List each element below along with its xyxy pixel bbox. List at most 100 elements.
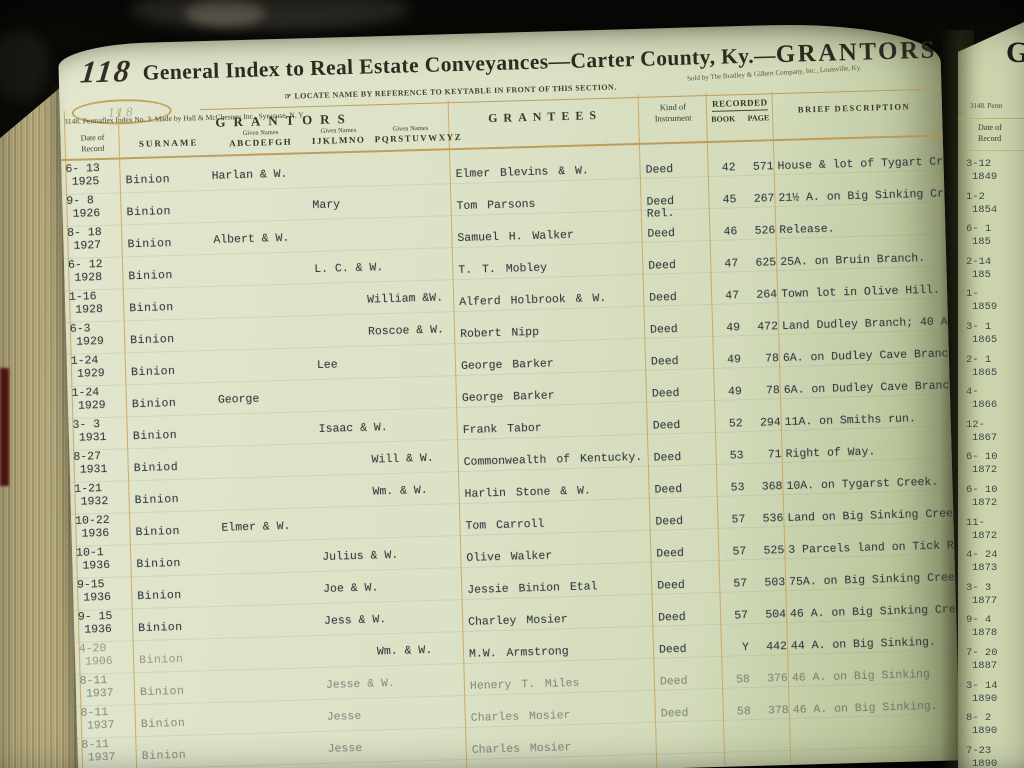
cell-book: 58 [736,705,751,719]
cell-grantee: George Barker [461,389,555,405]
column-header-surname: SURNAME [138,137,199,149]
cell-date-year: 1872 [972,496,998,509]
cell-date-monthday: 4- [966,386,979,399]
next-page-date: 1-2 1854 [958,191,1024,224]
cell-description [793,731,959,736]
given-names-range: PQRSTUVWXYZ [374,131,463,145]
cell-page: 78 [765,384,781,398]
cell-grantee: Charley Mosier [468,613,568,629]
cell-date-year: 1931 [78,430,107,445]
cell-date-monthday: 12- [966,418,985,431]
cell-given-pqrstuvwxyz: Roscoe & W. [367,323,445,339]
cell-page: 378 [767,703,789,718]
cell-date-year: 1937 [85,686,114,701]
cell-date-monthday: 1-16 [68,290,97,304]
cell-date-monthday: 8-11 [80,705,109,720]
column-header-given-abcdefgh: Given Names ABCDEFGH [216,128,304,148]
cell-date-monthday: 6-3 [69,322,91,336]
cell-date-year: 1928 [74,270,103,285]
cell-date-year: 1937 [86,718,115,733]
cell-book: 57 [734,609,749,623]
cell-given-ijklmno: Lee [316,358,338,373]
cell-book: 42 [721,161,736,175]
cell-grantee: Samuel H. Walker [457,228,575,246]
pointing-hand-icon: ☞ [284,91,293,101]
cell-book: 47 [724,257,739,271]
cell-grantee: Olive Walker [466,549,553,565]
cell-date-year: 1932 [80,494,109,509]
column-header-date: Date of Record [66,131,119,154]
cell-page [755,736,789,737]
cell-date-year: 1936 [83,590,112,605]
cell-date-monthday: 8-11 [81,737,110,752]
cell-book [722,737,752,738]
next-page-partial-letter: G [1006,36,1024,69]
column-header-kind: Kind of Instrument [640,101,707,125]
cell-given-ijklmno: L. C. & W. [314,261,384,277]
ledger-left-page: 118 General Index to Real Estate Conveya… [57,20,961,768]
cell-page: 368 [761,480,783,494]
cell-date-year: 185 [972,268,991,281]
cell-grantee: Alferd Holbrook & W. [459,291,607,310]
cell-kind: Deed [649,290,677,305]
cell-date-monthday: 3-12 [966,158,992,170]
cell-grantee: Frank Tabor [462,421,542,437]
cell-date-year: 1890 [972,757,998,768]
cell-kind: Deed [653,450,682,465]
cell-book: 57 [731,513,746,527]
cell-given-abcdefgh: Harlan & W. [211,167,288,183]
cell-kind: Deed [652,418,681,433]
cell-book: Y [741,641,750,655]
cell-date-monthday: 3- 3 [966,581,992,594]
kind-header-line1: Kind of [659,101,687,113]
cell-kind: Deed [660,706,689,721]
cell-date-year: 1872 [972,464,998,477]
cell-date-year: 1926 [72,207,101,221]
column-header-brief-description: BRIEF DESCRIPTION [797,101,911,115]
cell-given-ijklmno: Mary [312,198,341,213]
cell-date-monthday: 9- 8 [66,194,95,208]
cell-date-year: 1929 [76,366,105,381]
cell-date-monthday: 7- 20 [966,646,998,659]
cell-given-ijklmno: Jesse [326,709,362,724]
cell-given-abcdefgh: Albert & W. [213,231,290,247]
next-page-date: 6- 1 185 [958,223,1024,256]
cell-given-ijklmno: Jesse & W. [325,676,396,692]
cell-date-year: 1873 [972,562,998,575]
cell-date-monthday: 8-27 [73,450,102,464]
cell-kind: Deed [658,642,687,657]
cell-kind: Deed [650,354,679,369]
next-page-date: 3-12 1849 [958,158,1024,191]
cell-book: 49 [726,353,742,367]
next-page-date: 11- 1872 [958,517,1024,550]
cell-book: 52 [728,417,743,431]
cell-date-monthday: 10-1 [75,546,104,560]
cell-given-ijklmno: Joe & W. [323,581,379,596]
cell-kind: Deed [657,610,686,625]
cell-grantee: Tom Carroll [465,517,545,533]
cell-date-monthday: 4-20 [78,642,107,656]
cell-kind: Deed [654,482,683,497]
cell-date-year: 1890 [972,725,998,738]
given-names-range: ABCDEFGH [229,136,293,149]
kind-header-line2: Instrument [654,112,692,124]
cell-date-monthday: 8- 2 [966,712,992,725]
cell-surname: Binion [138,652,184,668]
grantees-group-header: GRANTEES [487,107,603,126]
cell-grantee: Tom Parsons [456,197,536,214]
cell-date-monthday: 6- 12 [67,257,103,272]
next-page-date: 7-23 1890 [958,745,1024,768]
date-header-line1: Date of [80,132,105,143]
cell-date-year: 1906 [84,654,113,669]
next-page-date: 8- 2 1890 [958,712,1024,745]
cell-page: 264 [756,288,778,302]
date-header-line2: Record [978,134,1002,143]
cell-date-year: 1878 [972,627,998,640]
cell-surname: Binion [135,524,181,540]
cell-date-year: 1936 [81,526,110,541]
cell-date-monthday: 1-21 [74,482,103,496]
cell-surname: Binion [126,205,172,220]
cell-given-pqrstuvwxyz: Will & W. [371,451,434,467]
cell-book: 49 [726,321,741,335]
cell-date-monthday: 11- [966,516,985,529]
